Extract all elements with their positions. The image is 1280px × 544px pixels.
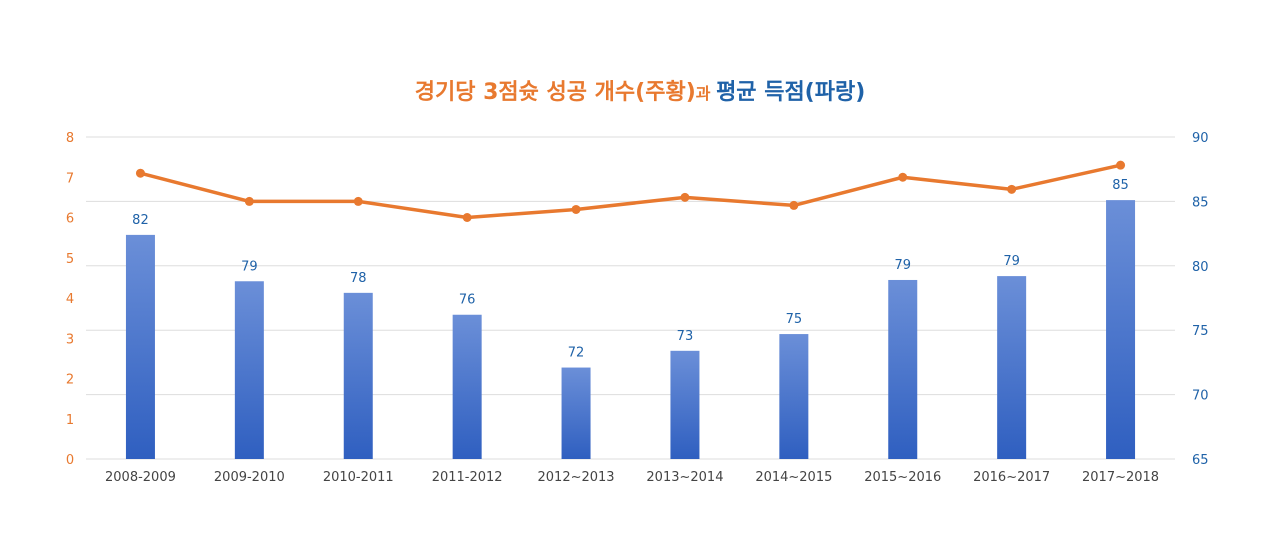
x-axis-tick: 2014~2015: [755, 470, 832, 485]
bar-value-label: 82: [132, 213, 149, 228]
left-axis-tick: 6: [66, 212, 74, 227]
bar-value-label: 75: [786, 312, 803, 327]
x-axis-tick: 2011-2012: [432, 470, 503, 485]
right-axis-tick: 65: [1192, 453, 1209, 468]
bar-2012~2013: [561, 367, 591, 459]
x-axis-tick: 2015~2016: [864, 470, 941, 485]
bar-value-label: 72: [568, 346, 585, 361]
bar-2017~2018: [1106, 200, 1136, 459]
right-axis-tick: 70: [1192, 389, 1209, 404]
left-axis-tick: 2: [66, 373, 74, 388]
chart-title-blue: 평균 득점(파랑): [716, 80, 865, 105]
three-point-marker: [1116, 160, 1126, 170]
right-axis-tick: 75: [1192, 324, 1209, 339]
bar-series: 82 79 78 76 72 73 75 79 79 85: [125, 178, 1136, 459]
three-point-marker: [680, 192, 690, 202]
bar-value-label: 79: [241, 259, 258, 274]
three-point-marker: [353, 196, 363, 206]
x-axis-tick: 2016~2017: [973, 470, 1050, 485]
x-axis: 2008-2009 2009-2010 2010-2011 2011-2012 2012…: [105, 470, 1159, 485]
three-point-line: [138, 163, 1123, 220]
x-axis-tick: 2013~2014: [646, 470, 723, 485]
right-axis-tick: 85: [1192, 195, 1209, 210]
three-point-marker: [898, 172, 908, 182]
bar-2011-2012: [452, 314, 482, 459]
bar-value-label: 79: [1003, 254, 1020, 269]
left-axis-tick: 0: [66, 453, 74, 468]
x-axis-tick: 2008-2009: [105, 470, 176, 485]
bar-2009-2010: [234, 281, 264, 459]
bar-2010-2011: [343, 292, 373, 459]
three-point-marker: [571, 204, 581, 214]
three-point-marker: [462, 213, 472, 222]
chart-title: 경기당 3점슛 성공 개수(주황)과 평균 득점(파랑): [415, 80, 866, 105]
three-point-marker: [789, 200, 799, 210]
three-point-marker: [135, 168, 145, 178]
right-axis-tick: 90: [1192, 131, 1209, 146]
bar-value-label: 79: [894, 258, 911, 273]
left-axis-tick: 5: [66, 252, 74, 267]
bar-value-label: 78: [350, 271, 367, 286]
x-axis-tick: 2010-2011: [323, 470, 394, 485]
bar-value-label: 73: [677, 329, 694, 344]
x-axis-tick: 2012~2013: [538, 470, 615, 485]
left-axis-tick: 8: [66, 131, 74, 146]
x-axis-tick: 2009-2010: [214, 470, 285, 485]
bar-value-label: 85: [1112, 178, 1129, 193]
chart-title-orange: 경기당 3점슛 성공 개수(주황): [415, 80, 696, 105]
bar-2014~2015: [779, 334, 809, 459]
bar-value-label: 76: [459, 293, 476, 308]
line-series: [135, 160, 1126, 222]
left-axis-tick: 3: [66, 332, 74, 347]
left-axis-tick: 7: [66, 171, 74, 186]
left-axis-tick: 1: [66, 413, 74, 428]
three-point-marker: [1007, 184, 1017, 194]
three-point-marker: [244, 196, 254, 206]
right-axis-tick: 80: [1192, 260, 1209, 275]
left-axis-tick: 4: [66, 292, 74, 307]
right-axis: 65 70 75 80 85 90: [1192, 131, 1209, 468]
bar-2015~2016: [888, 279, 918, 459]
left-axis: 0 1 2 3 4 5 6 7 8: [66, 131, 74, 468]
bar-2016~2017: [997, 276, 1027, 459]
bar-2013~2014: [670, 350, 700, 459]
chart-title-connector: 과: [696, 84, 716, 103]
bar-2008-2009: [125, 234, 155, 459]
x-axis-tick: 2017~2018: [1082, 470, 1159, 485]
